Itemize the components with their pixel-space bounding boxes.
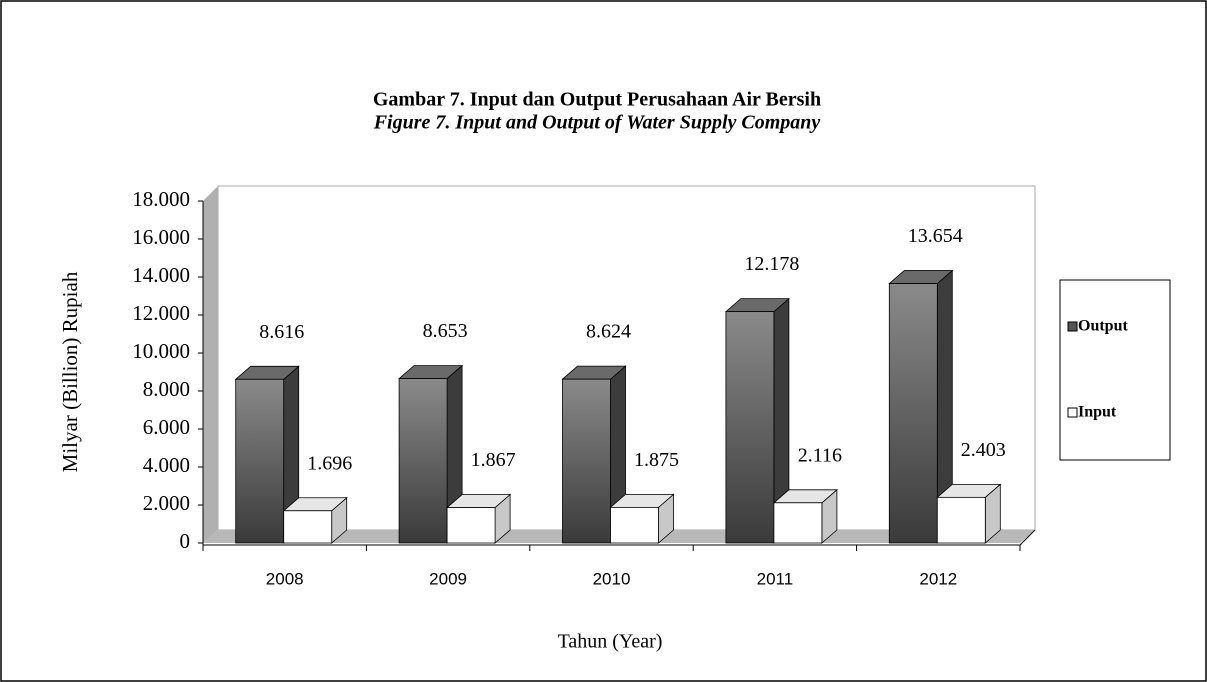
y-tick-label: 14.000 <box>132 263 190 287</box>
side-wall <box>203 186 218 543</box>
x-axis-label: Tahun (Year) <box>558 631 663 653</box>
floor-edge <box>1019 529 1036 546</box>
value-label: 1.867 <box>471 449 516 471</box>
legend-swatch <box>1067 407 1078 418</box>
bar <box>888 283 938 544</box>
value-label: 8.653 <box>423 320 468 342</box>
y-tick-label: 16.000 <box>132 225 190 249</box>
legend <box>1059 279 1171 461</box>
x-tick-label: 2010 <box>593 569 631 588</box>
bar <box>936 496 986 544</box>
bar <box>235 378 285 544</box>
y-tick-label: 6.000 <box>143 415 190 439</box>
value-label: 1.696 <box>307 452 352 474</box>
value-label: 2.403 <box>961 439 1006 461</box>
y-tick-label: 18.000 <box>132 187 190 211</box>
bar <box>773 502 823 544</box>
bar <box>562 378 611 544</box>
y-tick-label: 0 <box>180 529 191 553</box>
x-tick-label: 2009 <box>429 569 467 588</box>
value-label: 2.116 <box>798 444 842 466</box>
y-axis-label: Milyar (Billion) Rupiah <box>58 271 82 472</box>
legend-label: Output <box>1078 318 1128 335</box>
y-tick-label: 12.000 <box>132 301 190 325</box>
y-tick-label: 4.000 <box>143 453 190 477</box>
y-tick-label: 2.000 <box>143 491 190 515</box>
bar <box>610 506 659 544</box>
x-tick-label: 2008 <box>266 569 304 588</box>
y-tick-label: 8.000 <box>143 377 190 401</box>
bar <box>446 507 496 544</box>
chart-title: Gambar 7. Input dan Output Perusahaan Ai… <box>373 89 821 111</box>
value-label: 1.875 <box>634 449 679 471</box>
value-label: 12.178 <box>744 253 799 275</box>
y-tick-label: 10.000 <box>132 339 190 363</box>
x-tick-label: 2012 <box>919 569 957 588</box>
chart-subtitle: Figure 7. Input and Output of Water Supp… <box>373 112 821 134</box>
bar <box>725 311 775 544</box>
legend-swatch <box>1067 321 1078 332</box>
value-label: 8.616 <box>259 321 304 343</box>
value-label: 13.654 <box>908 225 963 247</box>
bar <box>283 510 333 544</box>
x-tick-label: 2011 <box>757 569 794 588</box>
bar <box>398 378 448 544</box>
value-label: 8.624 <box>586 321 631 343</box>
legend-label: Input <box>1078 404 1117 421</box>
